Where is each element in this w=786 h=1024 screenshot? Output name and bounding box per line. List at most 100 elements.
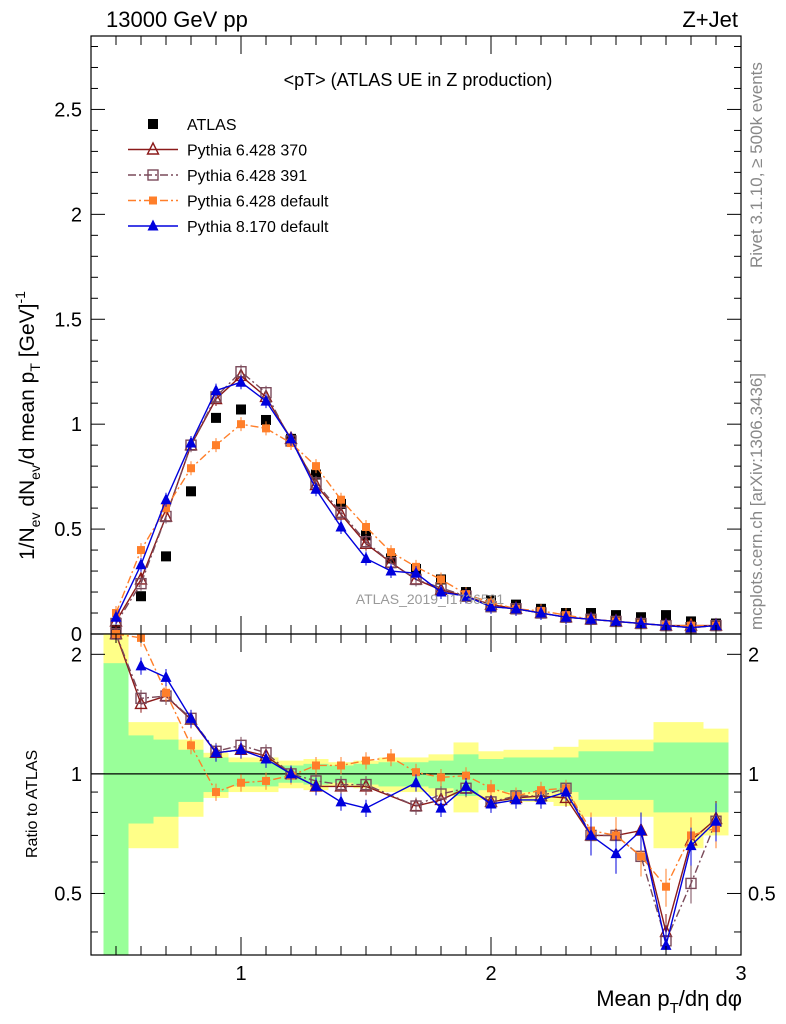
ratio-point-s2-21: [637, 852, 645, 861]
ratio-plot-ticks: 0.5 0.5 1 1 2 2 1 2 3: [54, 634, 776, 985]
x-axis-label: Mean pT/dη dφ: [596, 986, 742, 1017]
main-y-tick-label: 1: [71, 414, 82, 436]
main-point-s4-7: [285, 432, 297, 444]
ratio-point-s2-17: [537, 786, 545, 795]
legend-marker-2: [147, 169, 159, 181]
ratio-point-s3-12: [410, 776, 422, 788]
plot-title: <pT> (ATLAS UE in Z production): [284, 70, 553, 90]
main-point-s4-24: [710, 619, 722, 631]
main-point-s3-2: [162, 504, 170, 513]
main-point-s4-14: [460, 589, 472, 601]
main-plot-ticks: 0 0.5 1 1.5 2 2.5: [54, 36, 742, 646]
main-point-s4-12: [410, 566, 422, 578]
ratio-plot-marks: [91, 625, 741, 955]
main-point-s0-5: [236, 404, 246, 415]
ratio-point-s3-13: [435, 801, 447, 813]
main-point-s0-2: [161, 551, 171, 562]
main-point-s4-1: [135, 558, 147, 570]
header-energy-label: 13000 GeV pp: [106, 7, 248, 32]
legend-marker-3: [149, 196, 157, 205]
main-point-s4-19: [585, 612, 597, 624]
main-point-s4-21: [635, 617, 647, 629]
main-point-s4-3: [185, 436, 197, 448]
main-plot-panel: 0 0.5 1 1.5 2 2.5 <pT> (ATLAS UE in Z product…: [54, 35, 742, 646]
ratio-band-inner: [678, 742, 704, 813]
main-point-s4-0: [110, 610, 122, 622]
ratio-point-s3-20: [610, 847, 622, 859]
ratio-point-s3-23: [685, 839, 697, 851]
ratio-y-axis-label: Ratio to ATLAS: [24, 750, 41, 858]
ratio-point-s3-22: [660, 938, 672, 950]
ratio-point-s3-14: [460, 779, 472, 791]
ratio-point-s3-4: [210, 746, 222, 758]
main-point-s4-5: [235, 375, 247, 387]
main-y-tick-label: 1.5: [54, 309, 82, 331]
main-point-s3-10: [362, 522, 370, 531]
ratio-band-inner: [153, 739, 179, 817]
ratio-point-s3-5: [235, 743, 247, 755]
ratio-y-tick-label: 1: [71, 764, 82, 786]
ratio-point-s2-8: [312, 761, 320, 770]
legend: ATLAS Pythia 6.428 370 Pythia 6.428 391 Pyt…: [128, 117, 329, 236]
main-y-tick-label: 2.5: [54, 99, 82, 121]
ratio-point-s2-20: [612, 831, 620, 840]
main-point-s3-4: [212, 441, 220, 450]
main-y-tick-label: 0.5: [54, 519, 82, 541]
legend-marker-0: [148, 119, 158, 129]
main-point-s0-4: [211, 412, 221, 423]
main-point-s4-10: [360, 551, 372, 563]
main-point-s4-13: [435, 585, 447, 597]
ratio-point-s3-24: [710, 814, 722, 826]
main-y-tick-label: 0: [71, 624, 82, 646]
ratio-y-tick-label: 2: [71, 644, 82, 666]
ratio-point-s1-23: [685, 877, 697, 890]
main-point-s4-11: [385, 564, 397, 576]
ratio-point-s1-10: [360, 778, 372, 791]
main-point-s3-3: [187, 464, 195, 473]
main-point-s2-1: [135, 577, 147, 590]
main-point-s4-22: [660, 619, 672, 631]
main-point-s0-8: [311, 469, 321, 480]
main-y-axis-label: 1/Nev dNev/d mean pT [GeV]-1: [12, 291, 43, 560]
main-point-s3-8: [312, 462, 320, 471]
ratio-point-s2-15: [487, 784, 495, 793]
ratio-point-s3-15: [485, 797, 497, 809]
main-point-s0-1: [136, 591, 146, 602]
ratio-point-s3-17: [535, 793, 547, 805]
main-point-s0-22: [661, 610, 671, 621]
ratio-point-s2-22: [662, 882, 670, 891]
ratio-point-s2-3: [187, 741, 195, 750]
ratio-point-s2-5: [237, 778, 245, 787]
legend-label-0: ATLAS: [187, 117, 237, 134]
ratio-point-s2-12: [412, 768, 420, 777]
ratio-point-s3-18: [560, 785, 572, 797]
main-point-s0-3: [186, 486, 196, 497]
ratio-point-s3-19: [585, 828, 597, 840]
rivet-version-label: Rivet 3.1.10, ≥ 500k events: [747, 62, 766, 268]
ratio-point-s2-9: [337, 761, 345, 770]
main-point-s2-9: [335, 506, 347, 519]
ratio-y-tick-label-right: 0.5: [748, 883, 776, 905]
ratio-point-s2-4: [212, 788, 220, 797]
main-point-s3-6: [262, 424, 270, 433]
ratio-y-tick-label: 0.5: [54, 883, 82, 905]
main-series-line-1: [115, 374, 716, 627]
main-y-tick-label: 2: [71, 204, 82, 226]
ratio-point-s1-9: [335, 778, 347, 791]
main-plot-marks: [109, 364, 723, 635]
analysis-watermark: ATLAS_2019_I1736531: [356, 591, 505, 607]
ratio-band-inner: [128, 735, 154, 824]
ratio-band-inner: [628, 751, 654, 800]
ratio-point-s3-9: [335, 795, 347, 807]
ratio-point-s3-21: [635, 824, 647, 836]
ratio-point-s2-14: [462, 771, 470, 780]
ratio-y-tick-label-right: 1: [748, 764, 759, 786]
main-point-s2-10: [360, 535, 372, 548]
main-point-s4-18: [560, 610, 572, 622]
x-tick-label: 1: [235, 963, 246, 985]
main-point-s4-16: [510, 602, 522, 614]
ratio-point-s3-2: [160, 670, 172, 682]
ratio-band-inner: [178, 749, 204, 802]
main-point-s4-17: [535, 606, 547, 618]
main-point-s3-13: [437, 575, 445, 584]
